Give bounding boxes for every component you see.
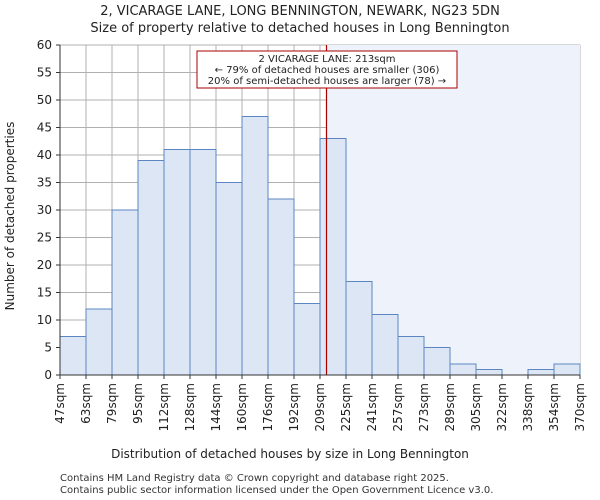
histogram-bar [163,149,191,376]
y-tick-label: 15 [37,286,52,300]
histogram-bar [397,336,425,376]
x-tick-label: 144sqm [209,383,223,431]
histogram-bar [215,182,243,376]
y-tick-label: 55 [37,66,52,80]
annotation-line: 2 VICARAGE LANE: 213sqm [259,54,396,65]
x-tick-label: 370sqm [573,383,587,431]
histogram-bar [475,369,503,376]
y-tick-label: 10 [37,313,52,327]
histogram-bar [345,281,373,376]
x-tick-label: 192sqm [287,383,301,431]
histogram-bar [267,198,295,376]
y-tick-label: 60 [37,38,52,52]
histogram-bar [371,314,399,376]
x-tick-label: 354sqm [547,383,561,431]
histogram-bar [553,363,581,376]
histogram-bar [319,138,347,376]
x-tick-label: 305sqm [469,383,483,431]
x-tick-label: 225sqm [339,383,353,431]
x-tick-label: 112sqm [157,383,171,431]
x-tick-label: 47sqm [53,383,67,424]
y-tick-label: 45 [37,121,52,135]
histogram-bar [189,149,217,376]
y-tick-label: 25 [37,231,52,245]
x-tick-label: 160sqm [235,383,249,431]
x-tick-label: 338sqm [521,383,535,431]
chart-subtitle: Size of property relative to detached ho… [90,21,510,36]
y-tick-label: 20 [37,258,52,272]
x-tick-label: 241sqm [365,383,379,431]
x-axis-label: Distribution of detached houses by size … [111,447,469,461]
annotation-box [196,50,458,89]
y-tick-label: 5 [44,341,52,355]
x-tick-label: 257sqm [391,383,405,431]
histogram-bar [241,116,269,376]
y-tick-label: 30 [37,203,52,217]
footer-licence: Contains public sector information licen… [60,485,494,496]
y-axis-label: Number of detached properties [3,122,17,311]
annotation-line: 20% of semi-detached houses are larger (… [208,76,446,87]
chart-title: 2, VICARAGE LANE, LONG BENNINGTON, NEWAR… [100,4,500,19]
footer-copyright: Contains HM Land Registry data © Crown c… [60,473,449,484]
histogram-bar [527,369,555,376]
histogram-bar [423,347,451,376]
histogram-bar [59,336,87,376]
y-tick-label: 50 [37,93,52,107]
histogram-bar [111,209,139,376]
x-tick-label: 273sqm [417,383,431,431]
histogram-bar [85,308,113,376]
histogram-bar [449,363,477,376]
x-tick-label: 79sqm [105,383,119,424]
histogram-bar [137,160,165,376]
x-tick-label: 95sqm [131,383,145,424]
y-tick-label: 0 [44,368,52,382]
y-tick-label: 35 [37,176,52,190]
histogram-bar [293,303,321,376]
x-tick-label: 63sqm [79,383,93,424]
annotation-line: ← 79% of detached houses are smaller (30… [215,65,440,76]
x-tick-label: 176sqm [261,383,275,431]
x-tick-label: 209sqm [313,383,327,431]
y-tick-label: 40 [37,148,52,162]
x-tick-label: 128sqm [183,383,197,431]
x-tick-label: 322sqm [495,383,509,431]
x-tick-label: 289sqm [443,383,457,431]
